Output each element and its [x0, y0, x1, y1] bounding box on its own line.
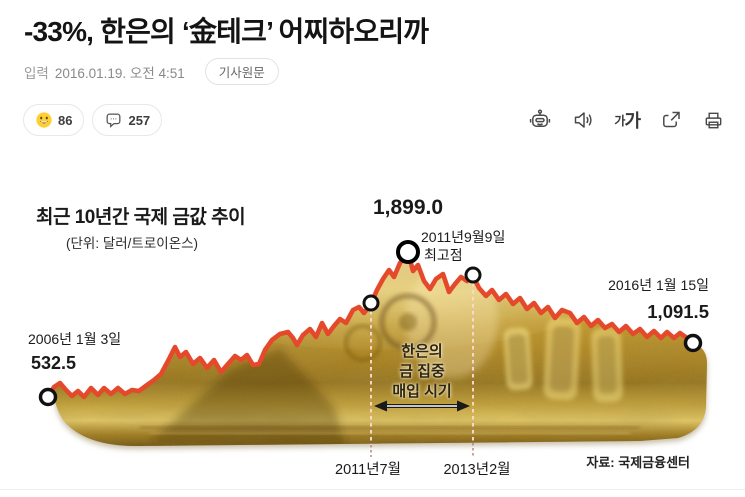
buy-period-text-line2: 금 집중	[399, 363, 445, 380]
period-dashed-lines	[370, 283, 474, 457]
start-value-label: 532.5	[31, 353, 77, 373]
speaker-icon	[575, 112, 593, 128]
chart-title: 최근 10년간 국제 금값 추이	[36, 207, 246, 228]
original-article-button[interactable]: 기사원문	[204, 58, 279, 85]
font-small-glyph: 가	[614, 113, 625, 128]
marker-end	[683, 333, 703, 353]
meta-datetime: 2016.01.19. 오전 4:51	[54, 65, 185, 81]
buy-period-from-label: 2011년7월	[335, 462, 401, 478]
meta-input-label: 입력	[24, 65, 49, 81]
peak-value-label: 1,899.0	[372, 196, 444, 219]
share-icon	[663, 111, 680, 128]
buy-period-text-line3: 매입 시기	[392, 383, 452, 400]
buy-period-to-label: 2013년2월	[443, 462, 511, 478]
print-button[interactable]	[702, 109, 725, 132]
article-title: -33%, 한은의 ‘金테크’ 어찌하오리까	[24, 16, 429, 47]
article-toolbar: 86 257	[0, 102, 745, 140]
period-arrow	[374, 400, 470, 412]
start-date-label: 2006년 1월 3일	[28, 331, 122, 347]
gold-bar-illustration	[38, 240, 707, 457]
printer-icon	[705, 112, 722, 128]
comment-bubble-icon	[107, 113, 121, 128]
marker-buy-end	[464, 266, 482, 284]
marker-buy-start	[362, 294, 380, 312]
comment-button[interactable]: 257	[92, 104, 163, 136]
robot-icon	[530, 109, 551, 127]
chart-source: 자료: 국제금융센터	[586, 455, 690, 470]
emotion-count: 86	[58, 112, 73, 128]
gold-price-chart: 최근 10년간 국제 금값 추이 (단위: 달러/트로이온스) 2006년 1월…	[0, 180, 745, 497]
data-point-markers	[38, 240, 703, 407]
tts-button[interactable]	[571, 108, 595, 132]
ai-summary-button[interactable]	[528, 108, 552, 132]
emoji-face-icon	[36, 112, 52, 128]
buy-period-text-line1: 한은의	[401, 343, 443, 360]
article-meta: 입력 2016.01.19. 오전 4:51 기사원문	[24, 58, 279, 85]
chart-unit: (단위: 달러/트로이온스)	[66, 236, 199, 251]
end-date-label: 2016년 1월 15일	[608, 277, 709, 293]
font-large-glyph: 가	[624, 111, 641, 131]
marker-start	[38, 387, 58, 407]
comment-count: 257	[128, 112, 151, 128]
peak-note-label: 최고점	[424, 247, 463, 263]
marker-peak	[396, 240, 420, 264]
end-value-label: 1,091.5	[647, 301, 709, 322]
share-button[interactable]	[659, 108, 683, 132]
reaction-buttons: 86 257	[23, 104, 163, 136]
emotion-button[interactable]: 86	[23, 104, 85, 136]
peak-date-label: 2011년9월9일	[421, 229, 506, 245]
bottom-divider	[0, 489, 745, 490]
